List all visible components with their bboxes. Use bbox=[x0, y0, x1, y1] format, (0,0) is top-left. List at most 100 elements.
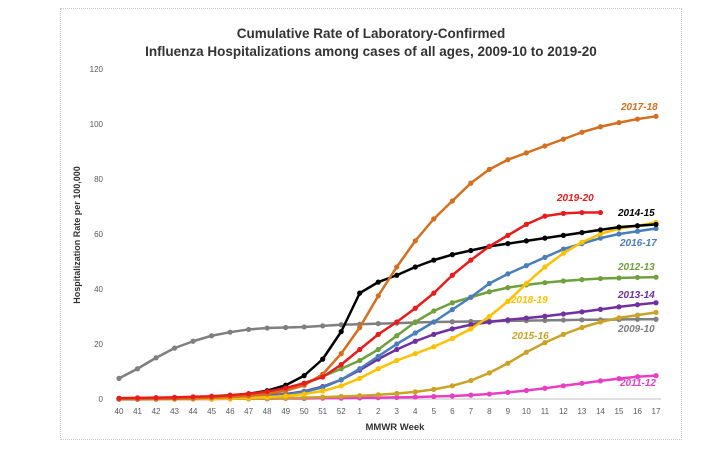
data-point bbox=[505, 317, 511, 323]
x-tick-label: 48 bbox=[263, 407, 272, 416]
data-point bbox=[634, 312, 641, 318]
data-point bbox=[542, 340, 548, 346]
data-point bbox=[227, 392, 233, 398]
x-tick-label: 16 bbox=[633, 407, 642, 416]
data-point bbox=[597, 319, 604, 325]
data-point bbox=[357, 357, 363, 364]
data-point bbox=[542, 264, 548, 270]
data-point bbox=[449, 383, 455, 389]
data-point bbox=[523, 280, 529, 287]
x-tick-label: 13 bbox=[577, 407, 586, 416]
data-point bbox=[597, 209, 604, 216]
data-point bbox=[412, 389, 418, 395]
data-point bbox=[560, 331, 567, 337]
data-point bbox=[523, 387, 529, 394]
x-tick-label: 41 bbox=[133, 407, 142, 416]
x-tick-label: 17 bbox=[652, 407, 661, 416]
data-point bbox=[560, 311, 567, 317]
x-tick-label: 9 bbox=[506, 407, 511, 416]
data-point bbox=[468, 322, 474, 328]
data-point bbox=[431, 257, 437, 263]
x-tick-label: 3 bbox=[395, 407, 400, 416]
data-point bbox=[634, 374, 641, 380]
data-point bbox=[338, 329, 344, 335]
series-label-2012-13: 2012-13 bbox=[617, 262, 655, 273]
x-tick-label: 40 bbox=[115, 407, 124, 416]
data-point bbox=[634, 116, 641, 122]
data-point bbox=[579, 129, 585, 135]
data-point bbox=[264, 325, 270, 331]
data-point bbox=[653, 113, 659, 119]
data-point bbox=[597, 231, 604, 237]
data-point bbox=[560, 136, 567, 142]
data-point bbox=[431, 290, 437, 296]
data-point bbox=[320, 394, 326, 400]
y-tick-label: 20 bbox=[94, 340, 103, 349]
data-point bbox=[357, 375, 363, 381]
data-point bbox=[375, 331, 381, 337]
data-point bbox=[412, 264, 418, 270]
data-point bbox=[449, 252, 455, 258]
data-point bbox=[375, 346, 381, 353]
data-point bbox=[468, 180, 474, 186]
data-point bbox=[153, 355, 159, 361]
data-point bbox=[579, 209, 585, 216]
series-label-2015-16: 2015-16 bbox=[511, 331, 549, 342]
data-point bbox=[412, 330, 418, 336]
data-point bbox=[338, 377, 344, 383]
y-tick-label: 40 bbox=[94, 285, 103, 294]
data-point bbox=[394, 319, 400, 325]
data-point bbox=[560, 246, 567, 252]
data-point bbox=[597, 306, 604, 312]
data-point bbox=[468, 377, 474, 384]
data-point bbox=[505, 389, 511, 395]
data-point bbox=[431, 344, 437, 350]
data-point bbox=[394, 390, 400, 397]
y-tick-label: 0 bbox=[99, 395, 104, 404]
data-point bbox=[412, 394, 418, 400]
data-point bbox=[431, 331, 437, 337]
data-point bbox=[616, 376, 622, 382]
series-2018-19 bbox=[116, 219, 659, 402]
data-point bbox=[653, 225, 659, 232]
data-point bbox=[449, 319, 455, 325]
data-point bbox=[523, 349, 529, 355]
data-point bbox=[116, 375, 122, 381]
data-point bbox=[616, 275, 622, 281]
data-point bbox=[357, 366, 363, 372]
data-point bbox=[394, 264, 400, 270]
data-point bbox=[134, 395, 141, 401]
y-axis-label: Hospitalization Rate per 100,000 bbox=[72, 166, 82, 304]
data-point bbox=[486, 166, 492, 172]
x-tick-label: 6 bbox=[450, 407, 455, 416]
data-point bbox=[412, 305, 418, 311]
data-point bbox=[560, 250, 567, 256]
data-point bbox=[283, 324, 289, 331]
data-point bbox=[634, 316, 641, 322]
data-point bbox=[523, 315, 529, 321]
data-point bbox=[542, 213, 548, 219]
series-2012-13 bbox=[116, 274, 659, 402]
data-point bbox=[486, 289, 492, 295]
x-tick-label: 5 bbox=[432, 407, 437, 416]
data-point bbox=[320, 374, 326, 380]
x-tick-label: 47 bbox=[244, 407, 253, 416]
series-label-2009-10: 2009-10 bbox=[617, 324, 655, 335]
data-point bbox=[523, 263, 529, 269]
series-label-2013-14: 2013-14 bbox=[617, 290, 655, 301]
data-point bbox=[486, 370, 492, 376]
data-point bbox=[486, 313, 492, 320]
data-point bbox=[560, 317, 567, 323]
chart-title-line1: Cumulative Rate of Laboratory-Confirmed bbox=[236, 26, 506, 41]
data-point bbox=[542, 143, 548, 149]
data-point bbox=[616, 315, 622, 321]
data-point bbox=[357, 324, 363, 331]
chart-frame bbox=[60, 8, 682, 440]
data-point bbox=[634, 274, 641, 281]
x-axis: 40 41 42 43 44 45 46 47 48 49 50 51 52 1 2 3 4 5 6 7 8 9 10 11 1… bbox=[115, 398, 661, 416]
data-point bbox=[375, 321, 381, 327]
data-point bbox=[542, 317, 548, 323]
series-lines bbox=[116, 113, 659, 402]
x-tick-label: 10 bbox=[522, 407, 531, 416]
data-point bbox=[116, 395, 122, 401]
